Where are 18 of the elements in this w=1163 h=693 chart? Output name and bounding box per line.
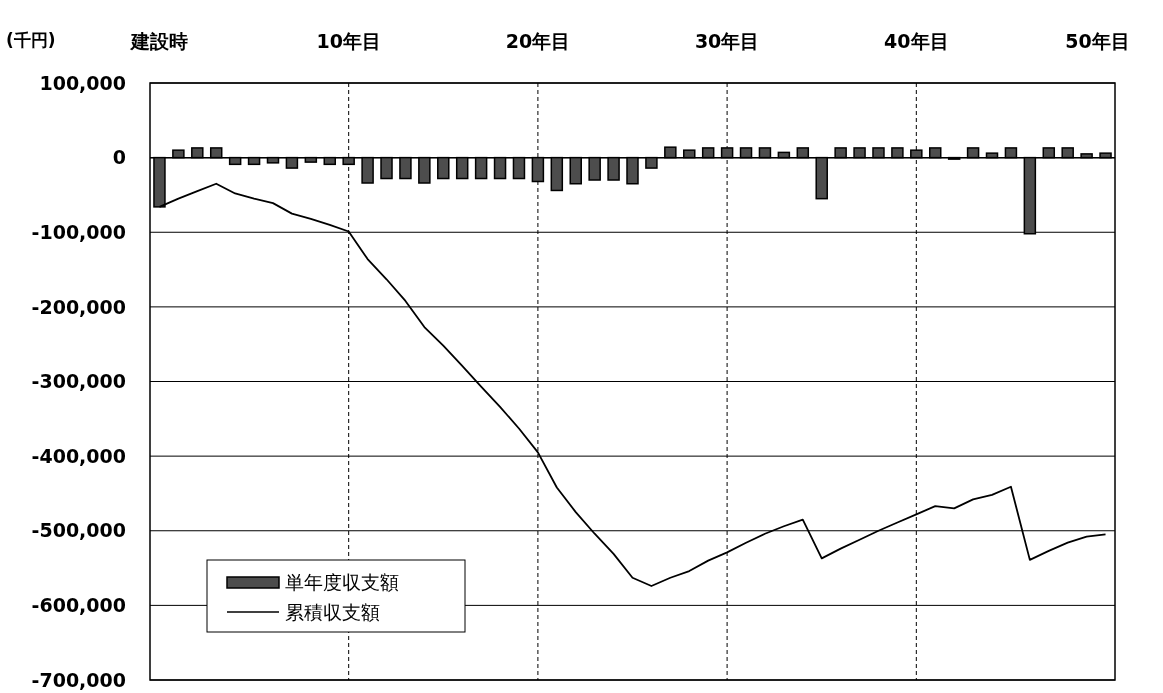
y-tick-label: -100,000: [31, 220, 126, 243]
x-tick-label: 30年目: [694, 30, 760, 52]
y-tick-label: -700,000: [31, 668, 126, 691]
y-tick-label: 100,000: [39, 71, 126, 94]
x-tick-label: 40年目: [884, 30, 949, 52]
y-tick-label: -200,000: [31, 295, 126, 318]
y-tick-label: 0: [112, 146, 126, 169]
legend-label: 単年度収支額: [285, 570, 399, 593]
legend-label: 累積収支額: [285, 600, 380, 623]
y-axis-title: (千円): [6, 30, 56, 50]
x-tick-label: 建設時: [128, 30, 188, 52]
x-tick-label: 20年目: [505, 30, 571, 52]
y-tick-label: -300,000: [31, 370, 126, 393]
x-tick-label: 50年目: [1065, 30, 1130, 52]
x-tick-label: 10年目: [316, 30, 381, 52]
y-tick-label: -500,000: [31, 519, 126, 542]
y-tick-label: -400,000: [31, 444, 126, 467]
y-tick-label: -600,000: [31, 594, 126, 617]
